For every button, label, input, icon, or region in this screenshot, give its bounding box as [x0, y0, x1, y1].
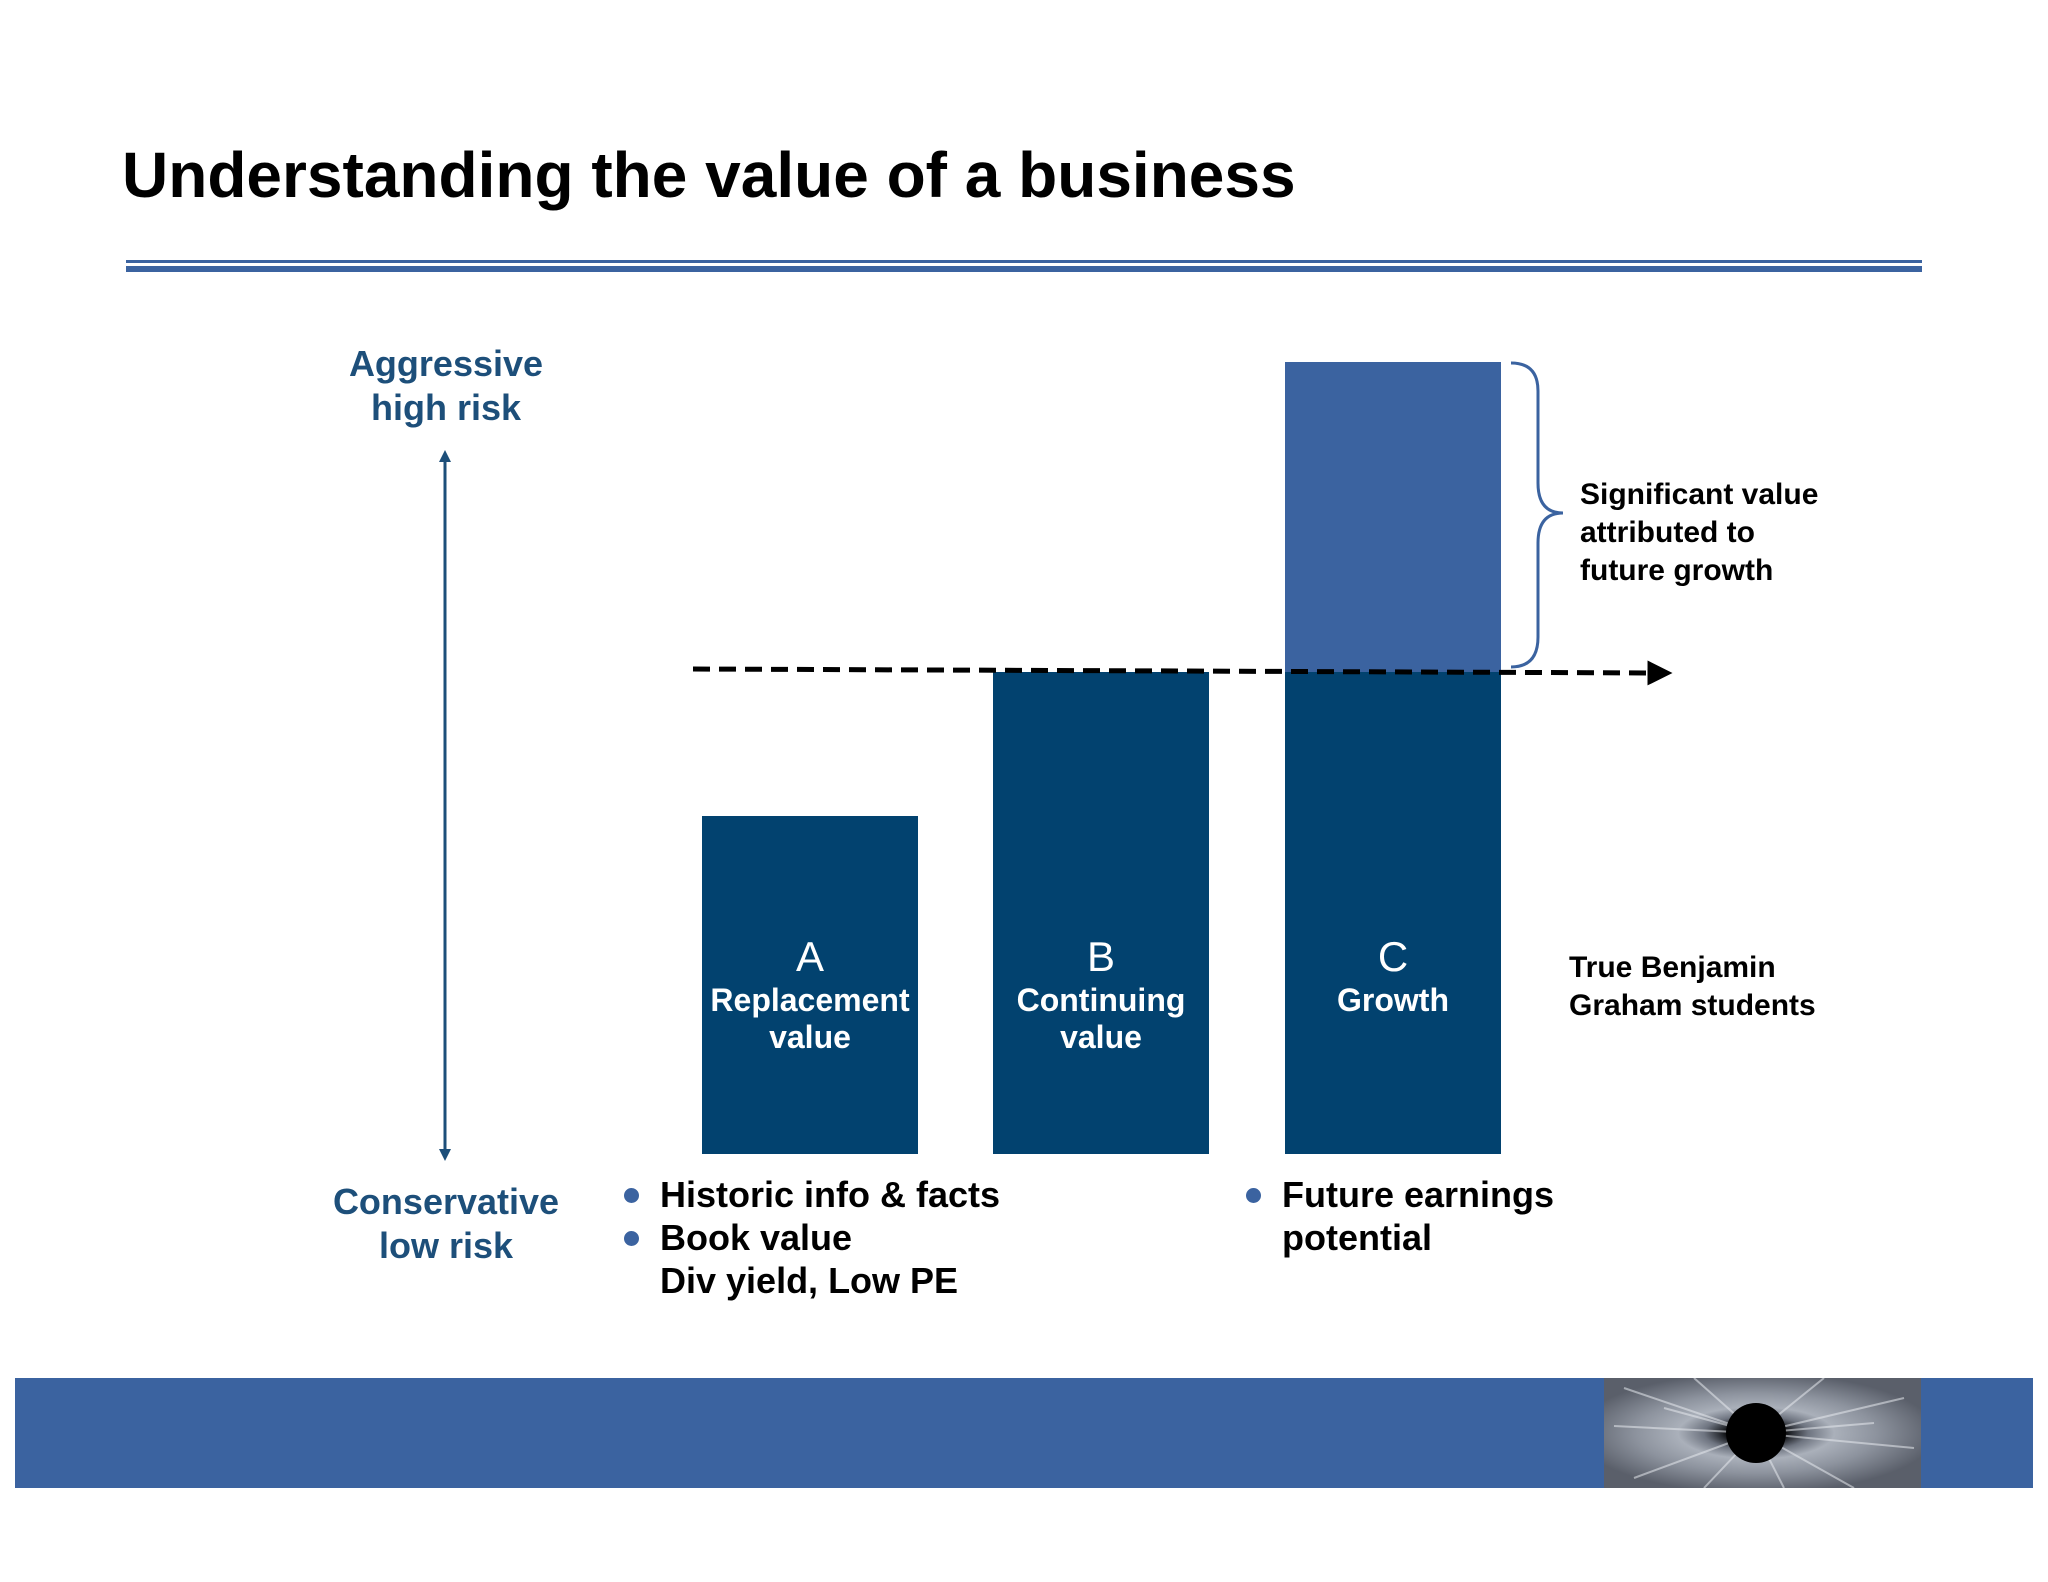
bullet-item: Future earnings: [1246, 1173, 1554, 1216]
growth-note: Significant value attributed to future g…: [1580, 476, 1818, 590]
growth-brace: [1510, 361, 1564, 669]
risk-label-conservative: Conservative low risk: [306, 1180, 586, 1268]
bar-growth-premium: [1285, 362, 1501, 672]
bullet-continuation: Div yield, Low PE: [660, 1260, 959, 1301]
replacement-value-bullets: Historic info & facts Book value Div yie…: [624, 1173, 1000, 1302]
graham-note: True Benjamin Graham students: [1569, 949, 1816, 1025]
graham-note-line: True Benjamin: [1569, 951, 1776, 984]
bar-a-label: A Replacement value: [702, 932, 918, 1056]
bar-a-caption: Replacement: [710, 982, 910, 1018]
bar-b-letter: B: [1086, 933, 1115, 980]
risk-label-line: Conservative: [332, 1181, 560, 1222]
risk-label-line: Aggressive: [348, 343, 544, 384]
bar-replacement-value: [702, 816, 918, 1154]
growth-note-line: attributed to: [1580, 516, 1755, 549]
bar-b-caption: value: [1060, 1019, 1142, 1055]
bar-c-letter: C: [1377, 933, 1409, 980]
iris-texture: [1613, 1378, 1915, 1488]
bar-growth-base: [1285, 672, 1501, 1154]
title-rule-thick: [126, 266, 1922, 272]
slide-title: Understanding the value of a business: [122, 139, 1296, 211]
bar-c-caption: Growth: [1337, 982, 1449, 1018]
bar-continuing-value: [993, 672, 1209, 1154]
bar-a-caption: value: [769, 1019, 851, 1055]
title-rule-thin: [126, 260, 1922, 263]
risk-label-line: low risk: [378, 1225, 514, 1266]
bar-b-label: B Continuing value: [993, 932, 1209, 1056]
graham-note-line: Graham students: [1569, 989, 1816, 1022]
growth-note-line: future growth: [1580, 554, 1774, 587]
bullet-item: Historic info & facts: [624, 1173, 1000, 1216]
bar-c-label: C Growth: [1285, 932, 1501, 1019]
continuing-value-line: [692, 660, 1673, 686]
bullet-continuation: potential: [1282, 1217, 1432, 1258]
risk-label-aggressive: Aggressive high risk: [306, 342, 586, 430]
growth-bullets: Future earnings potential: [1246, 1173, 1554, 1259]
bar-b-caption: Continuing: [1016, 982, 1186, 1018]
eye-iris-image: [1604, 1378, 1921, 1488]
risk-label-line: high risk: [370, 387, 522, 428]
bullet-item: Book value: [624, 1216, 1000, 1259]
bar-a-letter: A: [795, 933, 824, 980]
growth-note-line: Significant value: [1580, 478, 1819, 511]
